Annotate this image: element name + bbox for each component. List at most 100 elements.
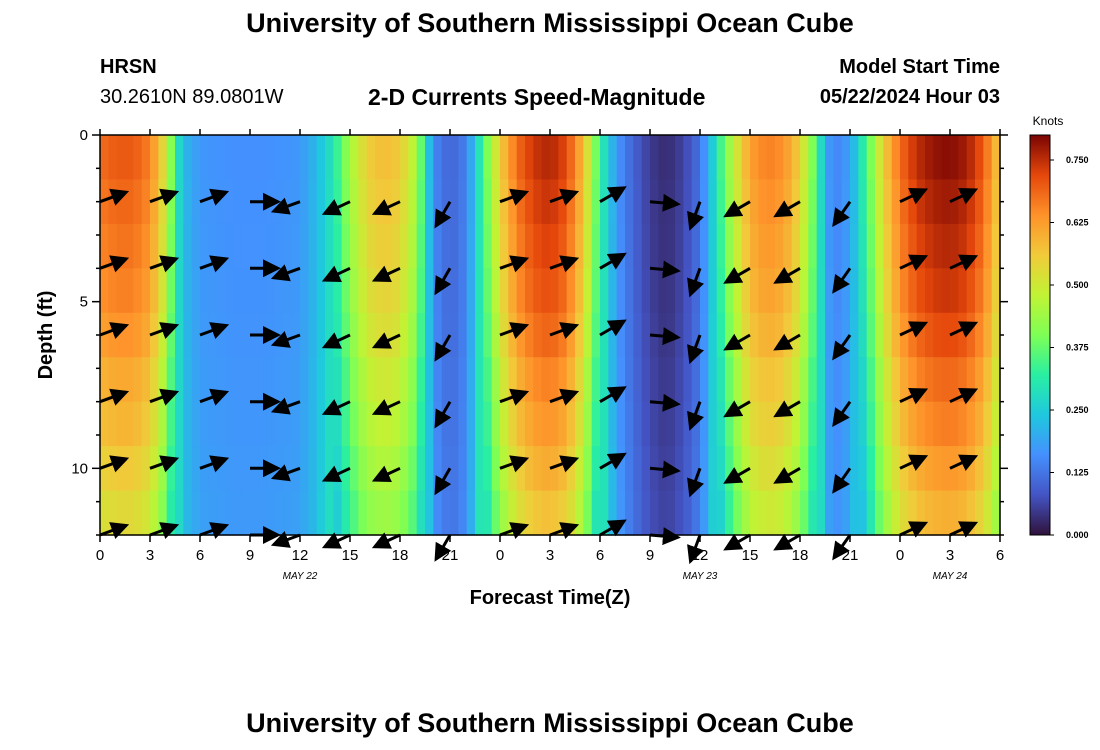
heatmap-cell [591,135,601,181]
heatmap-cell [300,135,309,181]
heatmap-cell [741,268,751,314]
heatmap-cell [308,179,318,225]
heatmap-cell [891,223,901,269]
heatmap-cell [175,223,184,269]
heatmap-cell [533,135,543,181]
heatmap-cell [583,179,593,225]
heatmap-cell [116,312,126,358]
heatmap-cell [483,179,493,225]
heatmap-cell [900,357,909,403]
heatmap-cell [925,401,934,447]
heatmap-cell [841,357,851,403]
heatmap-cell [883,268,893,314]
heatmap-cell [841,135,851,181]
heatmap-cell [833,357,843,403]
heatmap-cell [875,268,884,314]
heatmap-cell [808,312,818,358]
heatmap-cell [466,357,476,403]
heatmap-cell [541,268,551,314]
current-vector-arrow [949,388,979,405]
heatmap-cell [200,446,209,492]
current-vector-arrow [270,397,301,415]
heatmap-cell [208,312,218,358]
heatmap-cell [291,357,301,403]
heatmap-cell [175,312,184,358]
heatmap-cell [583,135,593,181]
heatmap-cell [616,490,626,536]
heatmap-cell [375,268,384,314]
heatmap-cell [100,446,109,492]
heatmap-cell [900,490,909,536]
heatmap-cell [291,490,301,536]
heatmap-cell [866,268,876,314]
heatmap-cell [183,490,193,536]
heatmap-cell [816,268,826,314]
heatmap-cell [441,490,451,536]
heatmap-cell [766,312,776,358]
heatmap-cell [758,490,768,536]
heatmap-cell [691,490,701,536]
heatmap-cell [891,446,901,492]
heatmap-cell [325,401,334,447]
current-vector-arrow [199,388,230,406]
heatmap-cell [466,223,476,269]
heatmap-cell [583,223,593,269]
heatmap-cell [933,268,943,314]
heatmap-cell [391,490,401,536]
heatmap-cell [550,357,559,403]
heatmap-cell [600,401,609,447]
current-vector-arrow [899,454,929,471]
heatmap-cell [191,312,201,358]
heatmap-cell [450,401,459,447]
heatmap-cell [383,490,393,536]
heatmap-cell [308,446,318,492]
heatmap-cell [283,135,293,181]
heatmap-cell [750,490,759,536]
heatmap-cell [225,401,234,447]
heatmap-cell [466,446,476,492]
heatmap-cell [325,179,334,225]
heatmap-cell [816,401,826,447]
chart-axes: 0 3 6 9 12 15 18 21 0 3 6 9 12 15 18 21 0 3 6 MAY 22 MAY 23 M… [71,127,1008,582]
heatmap-cell [908,312,918,358]
heatmap-cell [266,135,276,181]
heatmap-cell [675,268,684,314]
heatmap-cell [608,135,618,181]
heatmap-cell [775,312,784,358]
heatmap-cell [641,357,651,403]
heatmap-cell [375,401,384,447]
heatmap-cell [816,490,826,536]
heatmap-cell [241,179,251,225]
heatmap-cell [508,490,518,536]
heatmap-cell [150,446,159,492]
heatmap-cell [525,312,534,358]
heatmap-cell [633,401,643,447]
heatmap-cell [508,179,518,225]
heatmap-cell [216,357,226,403]
heatmap-cell [758,135,768,181]
heatmap-cell [666,268,676,314]
heatmap-cell [675,179,684,225]
heatmap-cell [766,179,776,225]
heatmap-cell [975,179,984,225]
heatmap-cell [408,490,418,536]
heatmap-cell [475,223,484,269]
heatmap-cell [950,312,959,358]
heatmap-cell [225,446,234,492]
heatmap-cell [908,490,918,536]
current-vector-arrow [723,333,751,351]
heatmap-cell [316,490,326,536]
heatmap-cell [791,401,801,447]
heatmap-cell [325,446,334,492]
heatmap-cell [216,312,226,358]
heatmap-cell [908,446,918,492]
heatmap-cell [708,490,718,536]
colorbar-tick-label: 0.625 [1066,218,1089,228]
heatmap-cell [933,179,943,225]
current-vector-arrow [832,200,852,228]
heatmap-cell [691,135,701,181]
current-vector-arrow [371,332,401,349]
current-vector-arrow [899,388,929,405]
heatmap-cell [258,401,268,447]
heatmap-cell [308,268,318,314]
